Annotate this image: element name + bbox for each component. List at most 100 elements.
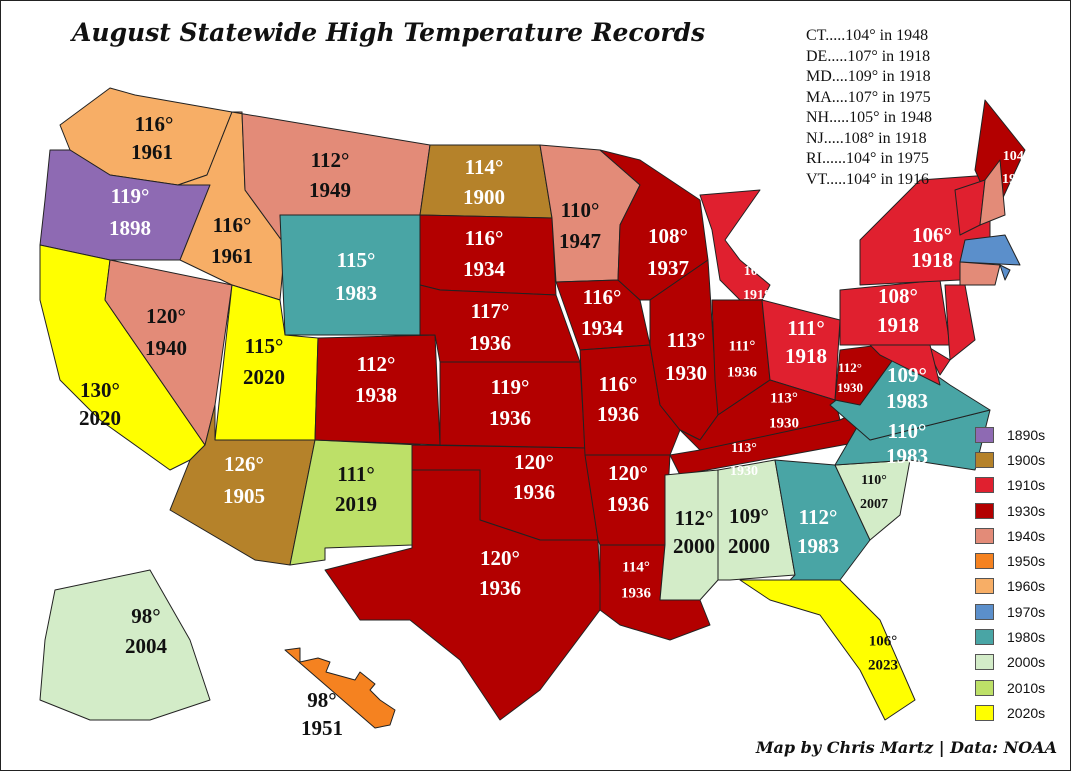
legend-item-2000s: 2000s bbox=[975, 650, 1045, 675]
state-label-year-mt: 1949 bbox=[309, 178, 351, 202]
legend-label: 1940s bbox=[1007, 527, 1046, 544]
ne-record-nj: NJ.....108° in 1918 bbox=[806, 129, 927, 147]
legend-item-2020s: 2020s bbox=[975, 700, 1045, 725]
state-label-year-tx: 1936 bbox=[479, 576, 521, 600]
ne-record-ct: CT.....104° in 1948 bbox=[806, 27, 929, 44]
state-fl bbox=[739, 579, 916, 721]
state-label-year-mn: 1947 bbox=[559, 229, 601, 253]
state-nj bbox=[944, 284, 976, 361]
state-label-temp-wi: 108° bbox=[648, 224, 688, 248]
state-label-year-nd: 1900 bbox=[463, 185, 505, 209]
state-label-temp-ar: 120° bbox=[608, 461, 648, 485]
state-label-year-il: 1930 bbox=[665, 361, 707, 385]
state-label-temp-mo: 116° bbox=[599, 372, 638, 396]
state-label-temp-nd: 114° bbox=[465, 155, 504, 179]
state-label-temp-ak: 98° bbox=[131, 604, 160, 628]
legend-label: 2010s bbox=[1007, 679, 1046, 696]
state-label-year-pa: 1918 bbox=[877, 313, 919, 337]
state-label-year-sc: 2007 bbox=[860, 497, 888, 512]
state-label-temp-wv: 112° bbox=[838, 360, 862, 375]
state-label-year-wy: 1983 bbox=[335, 281, 377, 305]
state-ia bbox=[555, 279, 651, 351]
state-label-year-ne: 1936 bbox=[469, 331, 511, 355]
state-label-temp-il: 113° bbox=[667, 328, 706, 352]
state-label-temp-ms: 112° bbox=[675, 506, 714, 530]
legend-label: 2000s bbox=[1007, 654, 1046, 671]
state-label-temp-fl: 106° bbox=[869, 633, 898, 649]
state-ma bbox=[959, 234, 1021, 266]
state-ri bbox=[999, 264, 1011, 281]
state-label-temp-me: 104° bbox=[1003, 149, 1030, 164]
state-label-temp-ut: 115° bbox=[245, 334, 284, 358]
state-label-year-ky: 1930 bbox=[769, 415, 799, 431]
state-label-temp-ca: 130° bbox=[80, 378, 120, 402]
state-label-year-fl: 2023 bbox=[868, 657, 898, 673]
legend-swatch bbox=[975, 426, 994, 443]
state-label-temp-ok: 120° bbox=[514, 450, 554, 474]
state-label-year-ks: 1936 bbox=[489, 406, 531, 430]
state-label-year-sd: 1934 bbox=[463, 257, 506, 281]
legend-item-2010s: 2010s bbox=[975, 675, 1045, 700]
state-label-year-me: 1935 bbox=[1002, 172, 1030, 187]
state-label-temp-sd: 116° bbox=[465, 226, 504, 250]
state-label-temp-or: 119° bbox=[111, 184, 150, 208]
state-label-temp-pa: 108° bbox=[878, 284, 918, 308]
legend-item-1910s: 1910s bbox=[975, 473, 1045, 498]
state-label-temp-tn: 113° bbox=[731, 441, 757, 456]
state-label-temp-co: 112° bbox=[357, 352, 396, 376]
ne-record-ri: RI......104° in 1975 bbox=[806, 150, 929, 167]
state-label-year-nm: 2019 bbox=[335, 492, 377, 516]
legend-swatch bbox=[975, 629, 994, 646]
legend-swatch bbox=[975, 502, 994, 519]
legend-label: 1890s bbox=[1007, 426, 1046, 443]
state-md bbox=[869, 344, 941, 386]
state-tx bbox=[324, 469, 601, 721]
state-label-temp-ne: 117° bbox=[471, 299, 510, 323]
legend-item-1890s: 1890s bbox=[975, 422, 1045, 447]
state-label-temp-ks: 119° bbox=[491, 375, 530, 399]
ne-record-nh: NH.....105° in 1948 bbox=[806, 109, 932, 126]
state-label-temp-nv: 120° bbox=[146, 304, 186, 328]
state-label-year-ok: 1936 bbox=[513, 480, 555, 504]
legend-label: 1980s bbox=[1007, 629, 1046, 646]
state-label-year-mo: 1936 bbox=[597, 402, 639, 426]
state-ak bbox=[39, 569, 211, 721]
legend-swatch bbox=[975, 553, 994, 570]
state-label-year-ca: 2020 bbox=[79, 406, 121, 430]
state-label-temp-nm: 111° bbox=[337, 462, 375, 486]
state-label-year-ga: 1983 bbox=[797, 534, 839, 558]
state-label-temp-oh: 111° bbox=[787, 316, 825, 340]
state-label-year-hi: 1951 bbox=[301, 716, 343, 740]
state-label-year-ut: 2020 bbox=[243, 365, 285, 389]
state-label-temp-hi: 98° bbox=[307, 688, 336, 712]
state-label-temp-ny: 106° bbox=[912, 223, 952, 247]
legend-swatch bbox=[975, 603, 994, 620]
state-label-temp-ga: 112° bbox=[799, 505, 838, 529]
state-label-temp-id: 116° bbox=[213, 213, 252, 237]
state-mi bbox=[699, 189, 771, 301]
state-label-year-la: 1936 bbox=[621, 585, 652, 601]
legend-swatch bbox=[975, 679, 994, 696]
state-wi bbox=[599, 149, 709, 301]
state-label-year-ar: 1936 bbox=[607, 492, 649, 516]
northeast-records-list: CT.....104° in 1948 DE.....107° in 1918 … bbox=[806, 26, 932, 190]
state-label-year-or: 1898 bbox=[109, 216, 151, 240]
state-label-year-in: 1936 bbox=[727, 364, 758, 380]
state-label-year-ny: 1918 bbox=[911, 248, 953, 272]
state-label-temp-tx: 120° bbox=[480, 546, 520, 570]
state-label-temp-mi: 109° bbox=[744, 264, 771, 279]
state-hi bbox=[284, 647, 396, 729]
decade-legend: 1890s 1900s 1910s 1930s 1940s 1950s 1960… bbox=[975, 422, 1045, 726]
state-label-temp-mt: 112° bbox=[311, 148, 350, 172]
legend-item-1970s: 1970s bbox=[975, 599, 1045, 624]
legend-item-1940s: 1940s bbox=[975, 523, 1045, 548]
legend-item-1960s: 1960s bbox=[975, 574, 1045, 599]
legend-item-1900s: 1900s bbox=[975, 447, 1045, 472]
ne-record-md: MD....109° in 1918 bbox=[806, 68, 931, 85]
legend-swatch bbox=[975, 578, 994, 595]
state-label-temp-al: 109° bbox=[729, 504, 769, 528]
state-label-year-wa: 1961 bbox=[131, 140, 173, 164]
state-label-year-mi: 1918 bbox=[743, 288, 771, 303]
legend-swatch bbox=[975, 527, 994, 544]
